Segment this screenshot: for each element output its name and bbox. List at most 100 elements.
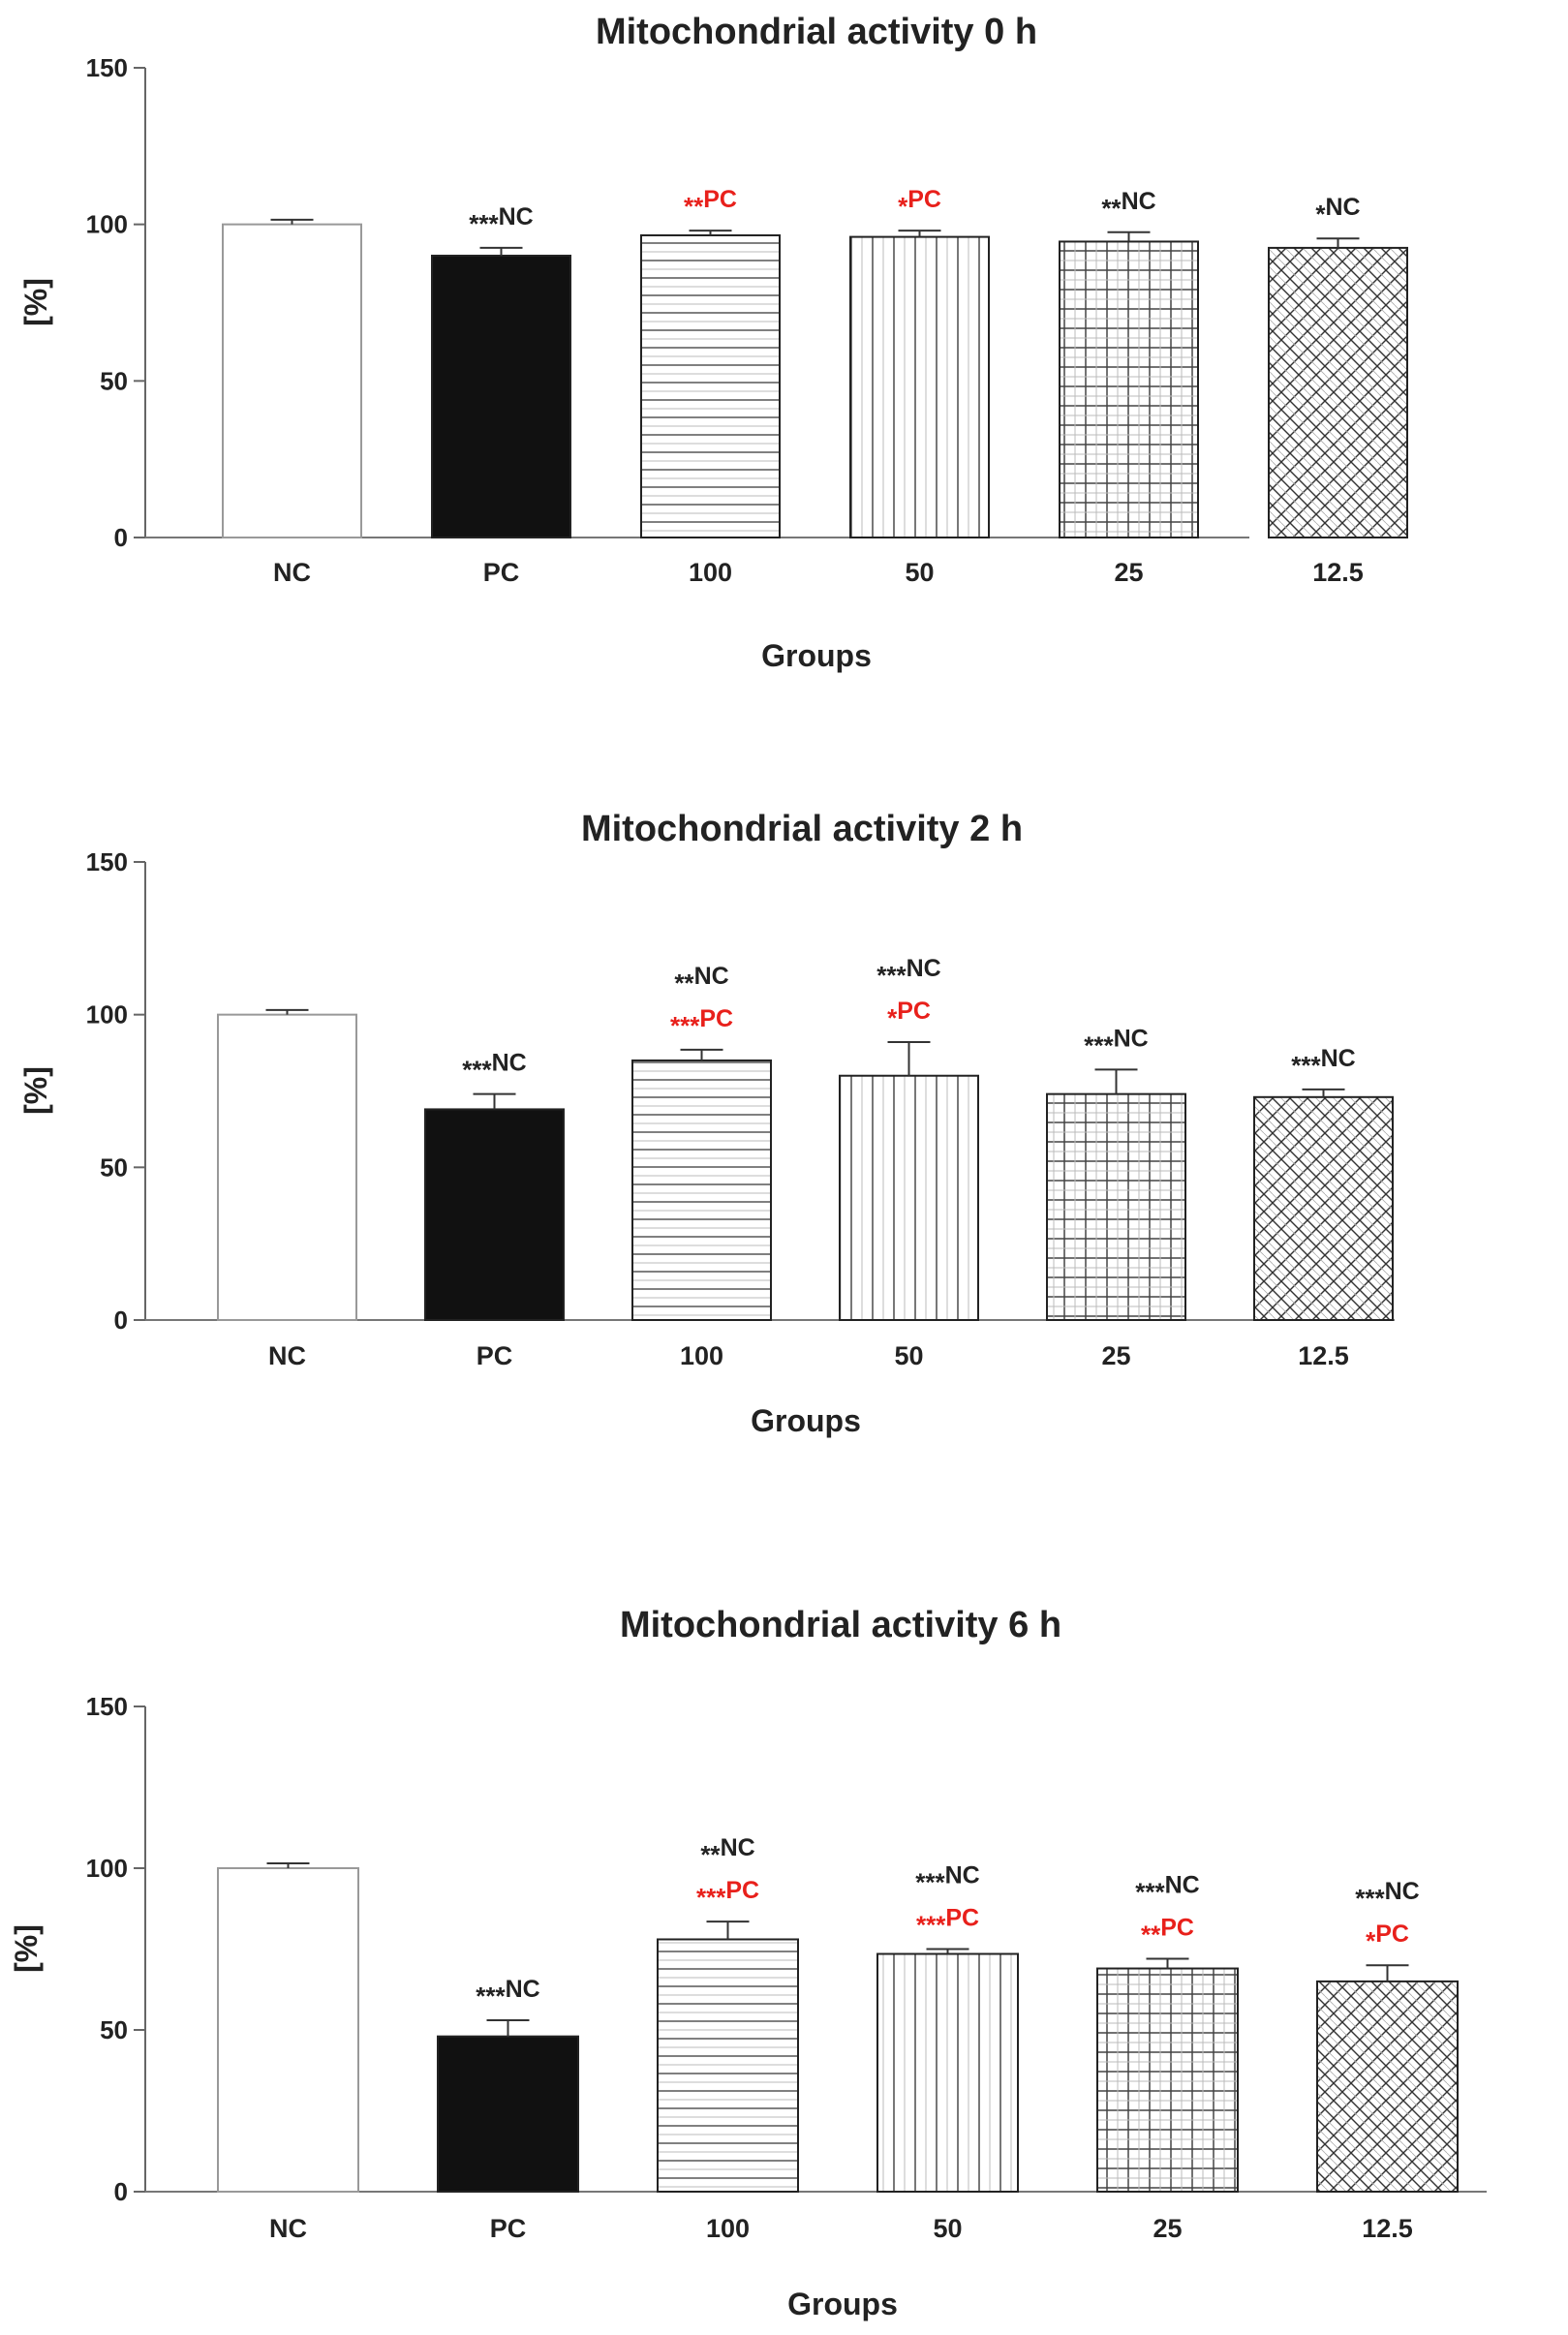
significance-annotation: ***PC [916,1905,979,1940]
significance-label: PC [699,1005,733,1032]
significance-label: NC [1122,188,1156,215]
x-tick-label: 100 [680,1341,723,1370]
x-tick-label: PC [483,558,520,587]
bar-50 [839,1074,979,1321]
bar-PC [431,255,571,538]
bar-50 [849,235,990,538]
significance-annotation: *PC [1366,1920,1409,1955]
significance-stars: * [1315,200,1326,229]
y-axis-label: [%] [9,1924,44,1973]
significance-label: PC [1375,1920,1409,1948]
significance-label: NC [1385,1878,1420,1905]
significance-annotation: ***NC [1355,1878,1419,1913]
x-tick-label: 25 [1153,2214,1182,2243]
chart-panel-2: Mitochondrial activity 6 h [%] 0 50 100 150 NC… [9,1605,1487,2321]
significance-annotation: ***NC [462,1050,526,1085]
chart-title: Mitochondrial activity 6 h [620,1605,1061,1645]
significance-annotation: *PC [887,998,931,1032]
x-tick-label: 25 [1114,558,1143,587]
y-tick-label: 150 [86,1692,128,1721]
significance-stars: *** [916,1911,946,1940]
significance-stars: ** [1101,194,1122,223]
y-tick-label: 0 [114,1306,128,1335]
significance-stars: * [887,1003,898,1032]
x-tick-label: 12.5 [1298,1341,1349,1370]
significance-stars: ** [700,1840,721,1869]
bar-25 [1046,1092,1186,1321]
significance-stars: *** [462,1056,492,1085]
significance-annotation: ***NC [476,1976,539,2011]
x-tick-label: PC [490,2214,527,2243]
y-tick-label: 100 [86,210,128,239]
significance-annotation: *NC [1315,194,1360,229]
y-tick-label: 100 [86,1000,128,1029]
bar-100 [631,1059,772,1321]
significance-label: NC [1321,1045,1356,1072]
significance-annotation: ***PC [696,1877,759,1912]
x-tick-label: 12.5 [1362,2214,1413,2243]
significance-annotation: ***NC [469,203,533,238]
significance-stars: *** [915,1868,945,1897]
bar-NC [217,1867,359,2193]
significance-annotation: **NC [1101,188,1155,223]
y-tick-label: 100 [86,1854,128,1883]
significance-annotation: ***NC [1084,1025,1148,1060]
x-tick-label: NC [269,2214,307,2243]
significance-label: NC [1165,1872,1200,1899]
x-axis-label: Groups [787,2287,898,2321]
x-axis-label: Groups [751,1403,861,1438]
significance-annotation: ***NC [1291,1045,1355,1080]
bar-100 [640,233,781,538]
significance-stars: *** [469,209,499,238]
significance-annotation: **NC [700,1834,754,1869]
significance-label: PC [907,186,941,213]
significance-label: PC [725,1877,759,1904]
bar-NC [217,1013,357,1321]
significance-stars: *** [1084,1030,1114,1060]
significance-annotation: **NC [674,963,728,998]
significance-label: PC [897,998,931,1025]
significance-annotation: *PC [898,186,941,221]
significance-annotation: **PC [684,186,737,221]
significance-annotation: ***NC [1135,1872,1199,1907]
significance-label: NC [721,1834,755,1861]
significance-label: NC [492,1050,527,1077]
significance-annotation: **PC [1141,1915,1194,1950]
chart-title: Mitochondrial activity 0 h [596,12,1037,52]
significance-annotation: ***NC [915,1862,979,1897]
bar-25 [1059,240,1199,538]
chart-panel-1: Mitochondrial activity 2 h [%] 0 50 100 150 NC… [18,809,1395,1438]
y-tick-label: 50 [100,366,128,395]
x-tick-label: 25 [1101,1341,1130,1370]
x-tick-label: NC [268,1341,306,1370]
chart-panel-0: Mitochondrial activity 0 h [%] 0 50 100 150 NC… [18,12,1408,673]
significance-stars: *** [670,1011,700,1040]
significance-stars: *** [696,1883,726,1912]
significance-label: NC [506,1976,540,2003]
x-tick-label: 12.5 [1312,558,1364,587]
significance-label: NC [1326,194,1361,221]
significance-stars: *** [1135,1878,1165,1907]
significance-stars: ** [684,192,704,221]
significance-label: PC [703,186,737,213]
x-tick-label: NC [273,558,311,587]
x-tick-label: PC [477,1341,513,1370]
significance-stars: *** [476,1982,506,2011]
x-axis-label: Groups [761,638,872,673]
significance-label: PC [945,1905,979,1932]
significance-label: NC [945,1862,980,1890]
significance-label: NC [694,963,729,990]
y-tick-label: 0 [114,523,128,552]
bar-12.5 [1253,1095,1394,1321]
x-tick-label: 50 [933,2214,962,2243]
y-axis-label: [%] [18,278,53,326]
significance-stars: ** [674,968,694,998]
bar-PC [424,1108,565,1322]
significance-stars: *** [1355,1884,1385,1913]
bar-NC [222,223,362,539]
bar-50 [876,1952,1019,2194]
bar-12.5 [1268,246,1408,539]
significance-annotation: ***NC [876,955,940,990]
significance-label: NC [499,203,534,230]
